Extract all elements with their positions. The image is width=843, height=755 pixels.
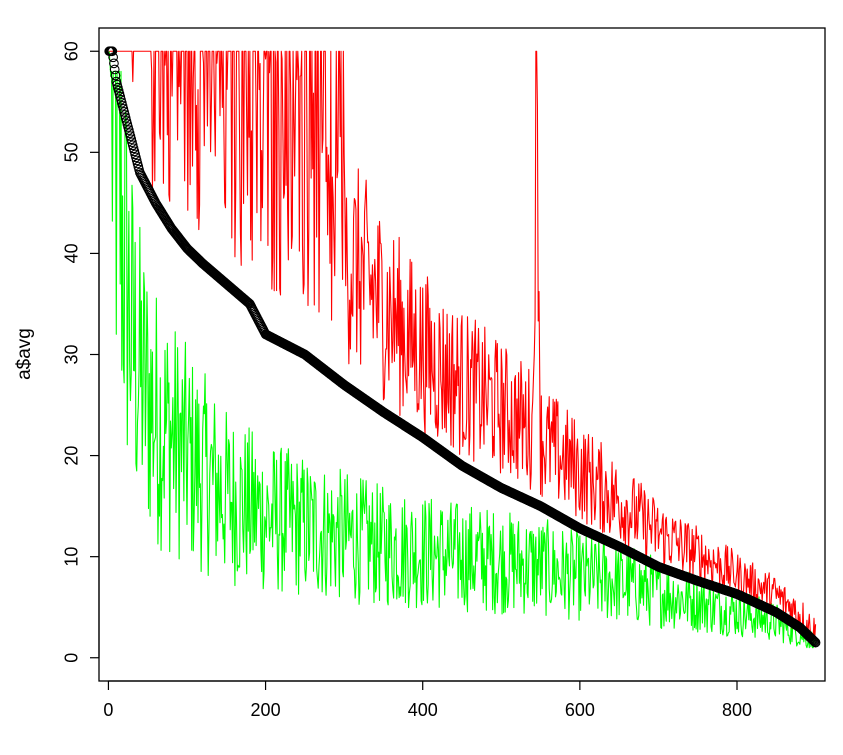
y-axis: 0 10 20 30 40 50 60 bbox=[61, 41, 100, 663]
series-average-point bbox=[809, 636, 820, 647]
y-tick-label: 50 bbox=[61, 142, 81, 162]
x-tick-label: 400 bbox=[408, 700, 438, 720]
series-average-point bbox=[808, 635, 819, 646]
y-tick-label: 60 bbox=[61, 41, 81, 61]
x-tick-label: 600 bbox=[565, 700, 595, 720]
y-tick-label: 30 bbox=[61, 344, 81, 364]
series-average-point bbox=[810, 637, 821, 648]
series-average-point bbox=[107, 46, 118, 57]
series-layer bbox=[104, 46, 821, 649]
series-average-point bbox=[109, 64, 120, 75]
x-tick-label: 200 bbox=[251, 700, 281, 720]
y-axis-title: a$avg bbox=[14, 328, 35, 380]
y-tick-label: 20 bbox=[61, 446, 81, 466]
series-average-point bbox=[807, 634, 818, 645]
x-axis: 0 200 400 600 800 bbox=[103, 680, 752, 720]
x-tick-label: 800 bbox=[722, 700, 752, 720]
y-tick-label: 40 bbox=[61, 243, 81, 263]
series-average-point bbox=[809, 636, 819, 646]
series-average-point bbox=[109, 58, 119, 69]
x-tick-label: 0 bbox=[103, 700, 113, 720]
series-min-line bbox=[108, 51, 817, 649]
y-tick-label: 0 bbox=[61, 653, 81, 663]
series-max-line bbox=[109, 50, 817, 639]
series-average-point bbox=[108, 52, 118, 63]
series-average-point bbox=[110, 70, 121, 81]
y-tick-label: 10 bbox=[61, 547, 81, 567]
